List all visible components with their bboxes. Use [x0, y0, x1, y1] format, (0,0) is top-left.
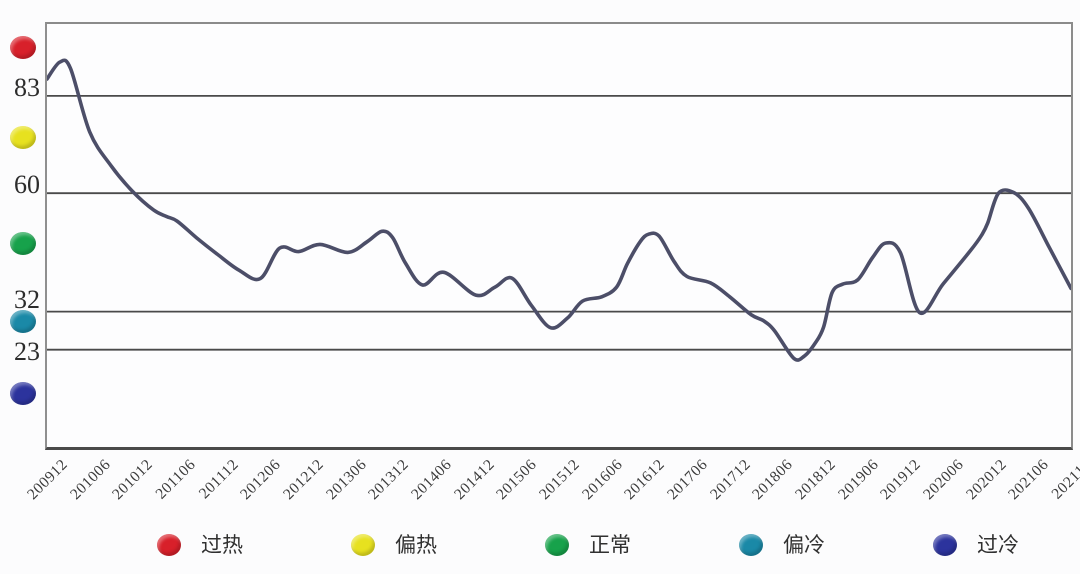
- x-axis-label-201806: 201806: [749, 456, 797, 504]
- line-chart-canvas: [47, 58, 1071, 362]
- legend-item-overheat: 过热: [157, 533, 243, 557]
- x-axis-label-201506: 201506: [493, 456, 541, 504]
- x-axis-label-201412: 201412: [450, 456, 498, 504]
- legend-dot-cold: [933, 534, 957, 556]
- x-axis-label-201312: 201312: [365, 456, 413, 504]
- legend-label-cool: 偏冷: [783, 533, 825, 557]
- legend-label-overheat: 过热: [201, 533, 243, 557]
- x-axis-label-201112: 201112: [195, 456, 242, 503]
- zone-dot-overheat: [10, 36, 36, 59]
- x-axis-label-201006: 201006: [66, 456, 114, 504]
- legend-item-warm: 偏热: [351, 533, 437, 557]
- x-axis-label-202006: 202006: [919, 456, 968, 504]
- x-axis-label-201906: 201906: [834, 456, 882, 504]
- x-axis-label-201606: 201606: [578, 456, 626, 504]
- x-axis-label-201406: 201406: [407, 456, 456, 504]
- x-axis-label-201612: 201612: [621, 456, 669, 504]
- y-axis-label-83: 83: [14, 73, 40, 102]
- legend-dot-overheat: [157, 534, 181, 556]
- x-axis-label-201812: 201812: [791, 456, 840, 504]
- legend-dot-cool: [739, 534, 763, 556]
- index-line-series: [47, 58, 1071, 362]
- zone-dot-normal: [10, 232, 36, 255]
- plot-area: [45, 22, 1073, 450]
- legend-item-normal: 正常: [545, 533, 631, 557]
- x-axis-label-202012: 202012: [962, 456, 1010, 504]
- x-axis-label-202112: 202112: [1048, 456, 1080, 503]
- x-axis-label-201306: 201306: [322, 456, 370, 504]
- zone-dot-warm: [10, 126, 36, 149]
- legend-label-cold: 过冷: [977, 533, 1019, 557]
- legend-dot-warm: [351, 534, 375, 556]
- x-axis-label-201012: 201012: [109, 456, 157, 504]
- zone-dot-cool: [10, 310, 36, 333]
- x-axis-label-201512: 201512: [535, 456, 584, 504]
- legend-item-cold: 过冷: [933, 533, 1019, 557]
- y-axis-label-32: 32: [14, 285, 40, 314]
- x-axis-label-201206: 201206: [237, 456, 285, 504]
- x-axis-label-200912: 200912: [23, 456, 72, 504]
- x-axis-label-201912: 201912: [877, 456, 925, 504]
- x-axis-label-201106: 201106: [152, 456, 200, 503]
- zone-dot-cold: [10, 382, 36, 405]
- legend-label-normal: 正常: [589, 533, 631, 557]
- x-axis-label-201712: 201712: [706, 456, 754, 504]
- x-axis-label-202106: 202106: [1005, 456, 1053, 504]
- y-axis-label-23: 23: [14, 337, 40, 366]
- legend-label-warm: 偏热: [395, 533, 437, 557]
- legend: 过热 偏热 正常 偏冷 过冷: [0, 533, 1080, 557]
- x-axis-label-201706: 201706: [663, 456, 712, 504]
- legend-item-cool: 偏冷: [739, 533, 825, 557]
- y-axis-label-60: 60: [14, 170, 40, 199]
- legend-dot-normal: [545, 534, 569, 556]
- x-axis-label-201212: 201212: [279, 456, 328, 504]
